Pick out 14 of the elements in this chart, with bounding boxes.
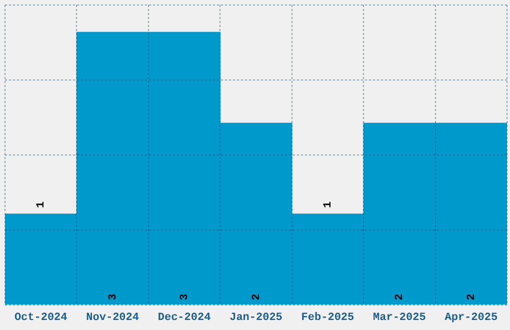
data-label: 2 (250, 294, 263, 300)
x-tick-label: Nov-2024 (86, 312, 140, 324)
x-tick-label: Jan-2025 (230, 312, 283, 324)
x-tick-label: Feb-2025 (301, 312, 355, 324)
data-label: 2 (394, 294, 406, 300)
x-tick-label: Oct-2024 (14, 312, 68, 324)
data-label: 2 (466, 294, 478, 300)
data-label: 3 (107, 293, 120, 300)
data-label: 1 (322, 200, 334, 208)
x-tick-label: Apr-2025 (444, 312, 498, 324)
data-label: 1 (36, 200, 48, 208)
x-tick-label: Dec-2024 (158, 312, 212, 324)
data-label: 3 (179, 293, 192, 300)
x-tick-label: Mar-2025 (373, 312, 426, 324)
